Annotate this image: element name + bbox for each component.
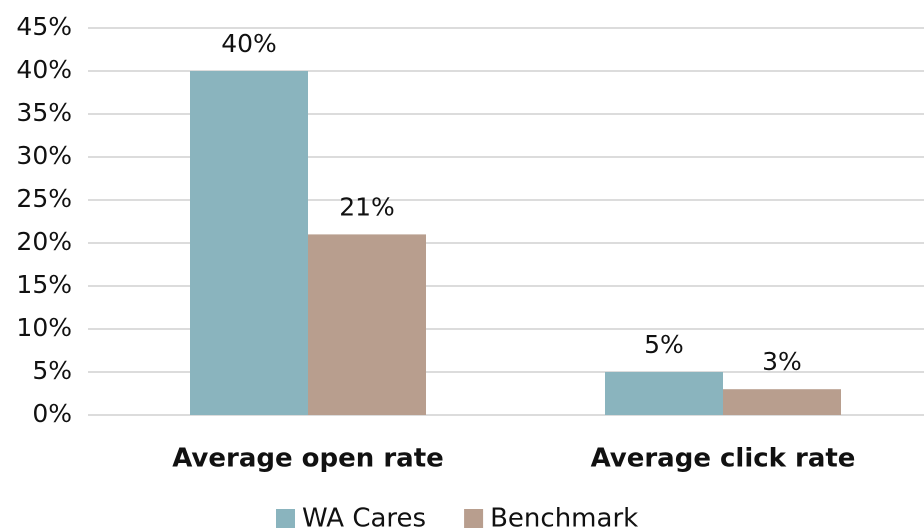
data-label: 5% <box>644 330 684 359</box>
y-tick-label: 30% <box>16 141 72 170</box>
bar <box>723 389 841 415</box>
data-label: 21% <box>339 192 395 221</box>
data-label: 3% <box>762 347 802 376</box>
x-tick-label: Average open rate <box>172 444 444 474</box>
bar <box>308 234 426 415</box>
x-tick-label: Average click rate <box>591 444 856 474</box>
bar <box>605 372 723 415</box>
bar <box>190 71 308 415</box>
y-tick-label: 0% <box>32 399 72 428</box>
y-tick-label: 35% <box>16 98 72 127</box>
y-tick-label: 20% <box>16 227 72 256</box>
y-tick-label: 25% <box>16 184 72 213</box>
legend-label: Benchmark <box>490 504 638 530</box>
legend-label: WA Cares <box>302 504 426 530</box>
y-tick-label: 10% <box>16 313 72 342</box>
data-label: 40% <box>221 29 277 58</box>
y-tick-label: 5% <box>32 356 72 385</box>
legend-swatch <box>276 509 295 528</box>
legend-swatch <box>464 509 484 528</box>
y-tick-label: 15% <box>16 270 72 299</box>
y-tick-label: 40% <box>16 55 72 84</box>
y-tick-label: 45% <box>16 12 72 41</box>
